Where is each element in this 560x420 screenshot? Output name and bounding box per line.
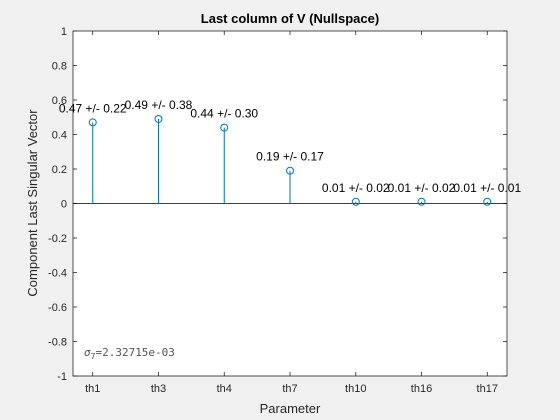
data-label: 0.49 +/- 0.38 [125,98,193,112]
x-tick-label: th16 [411,383,432,395]
y-tick-label: -0.4 [48,268,67,280]
data-label: 0.01 +/- 0.02 [388,181,456,195]
stem-marker [220,123,229,132]
data-label: 0.44 +/- 0.30 [190,107,258,121]
y-axis-label: Component Last Singular Vector [25,109,40,297]
stem-marker [351,197,360,206]
y-tick-label: 0 [61,199,67,211]
y-axis-ticks: -1 -0.8 -0.6 -0.4 -0.2 0 0.2 0.4 0.6 0.8 1 [48,26,507,383]
x-tick-label: th10 [345,383,366,395]
x-tick-label: th3 [151,383,166,395]
y-tick-label: 0.2 [52,164,67,176]
stem-marker [286,166,294,175]
chart-title: Last column of V (Nullspace) [201,11,379,26]
sigma-annotation: σ7=2.32715e-03 [84,346,175,361]
stem-marker [154,114,163,123]
sigma-symbol: σ [84,346,91,359]
data-label: 0.01 +/- 0.01 [453,181,521,195]
stem-marker [483,197,492,206]
y-tick-label: 1 [61,26,67,38]
y-tick-label: -0.8 [48,337,67,349]
x-axis-ticks: th1 th3 th4 th7 th10 th16 th17 [85,31,498,395]
stem-marker [88,118,97,127]
y-tick-label: -1 [57,371,67,383]
data-labels: 0.47 +/- 0.220.49 +/- 0.380.44 +/- 0.30 0… [59,98,522,195]
y-tick-label: 0.6 [52,95,67,107]
sigma-subscript: 7 [91,352,96,361]
x-tick-label: th7 [282,383,297,395]
y-tick-label: 0.8 [52,61,67,73]
y-tick-label: -0.6 [48,302,67,314]
y-tick-label: -0.2 [48,233,67,245]
x-tick-label: th17 [477,383,498,395]
data-label: 0.47 +/- 0.22 [59,101,127,115]
stem-series [88,114,492,206]
sigma-value: =2.32715e-03 [95,346,174,359]
stem-marker [417,197,426,206]
data-label: 0.19 +/- 0.17 [256,150,324,164]
data-label: 0.01 +/- 0.02 [322,181,390,195]
y-tick-label: 0.4 [52,130,67,142]
x-tick-label: th1 [85,383,100,395]
x-tick-label: th4 [217,383,232,395]
x-axis-label: Parameter [260,401,321,416]
